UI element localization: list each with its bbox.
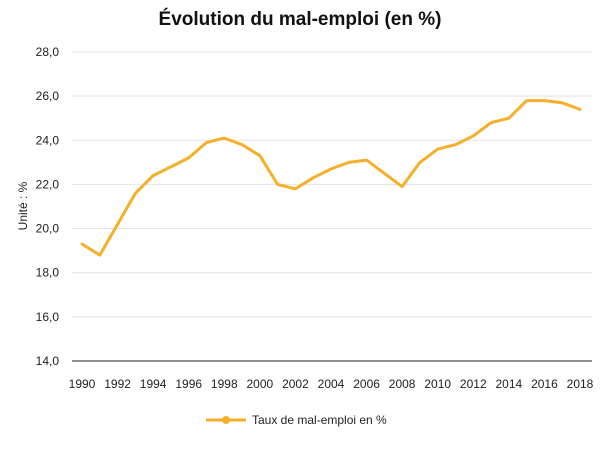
series-line[interactable]	[80, 99, 582, 257]
x-tick-label: 1998	[211, 377, 238, 391]
gridlines	[72, 51, 592, 318]
chart-title: Évolution du mal-emploi (en %)	[159, 8, 442, 30]
x-tick-label: 2008	[389, 377, 416, 391]
y-tick-label: 18,0	[36, 266, 60, 280]
y-tick-label: 22,0	[36, 177, 60, 191]
x-tick-label: 2006	[353, 377, 380, 391]
y-tick-labels: 14,0 16,0 18,0 20,0 22,0 24,0 26,0 28,0	[36, 45, 60, 368]
legend-marker	[222, 416, 230, 424]
x-tick-label: 2012	[460, 377, 487, 391]
x-tick-label: 1994	[140, 377, 167, 391]
y-tick-label: 28,0	[36, 45, 60, 59]
y-tick-label: 16,0	[36, 310, 60, 324]
y-tick-label: 26,0	[36, 89, 60, 103]
x-tick-label: 2004	[318, 377, 345, 391]
x-tick-label: 2018	[567, 377, 594, 391]
legend[interactable]: Taux de mal-emploi en %	[206, 413, 387, 427]
x-tick-label: 2000	[247, 377, 274, 391]
x-tick-label: 1996	[175, 377, 202, 391]
y-tick-label: 20,0	[36, 222, 60, 236]
x-tick-label: 1992	[104, 377, 131, 391]
x-tick-label: 2002	[282, 377, 309, 391]
y-axis-label: Unité : %	[16, 181, 30, 230]
y-tick-label: 24,0	[36, 133, 60, 147]
x-tick-labels: 1990 1992 1994 1996 1998 2000 2002 2004 2006 2008…	[69, 377, 594, 391]
y-tick-label: 14,0	[36, 354, 60, 368]
x-tick-label: 2010	[424, 377, 451, 391]
x-tick-label: 1990	[69, 377, 96, 391]
x-tick-label: 2014	[496, 377, 523, 391]
legend-label: Taux de mal-emploi en %	[252, 413, 387, 427]
series-group	[80, 99, 582, 257]
x-tick-label: 2016	[531, 377, 558, 391]
